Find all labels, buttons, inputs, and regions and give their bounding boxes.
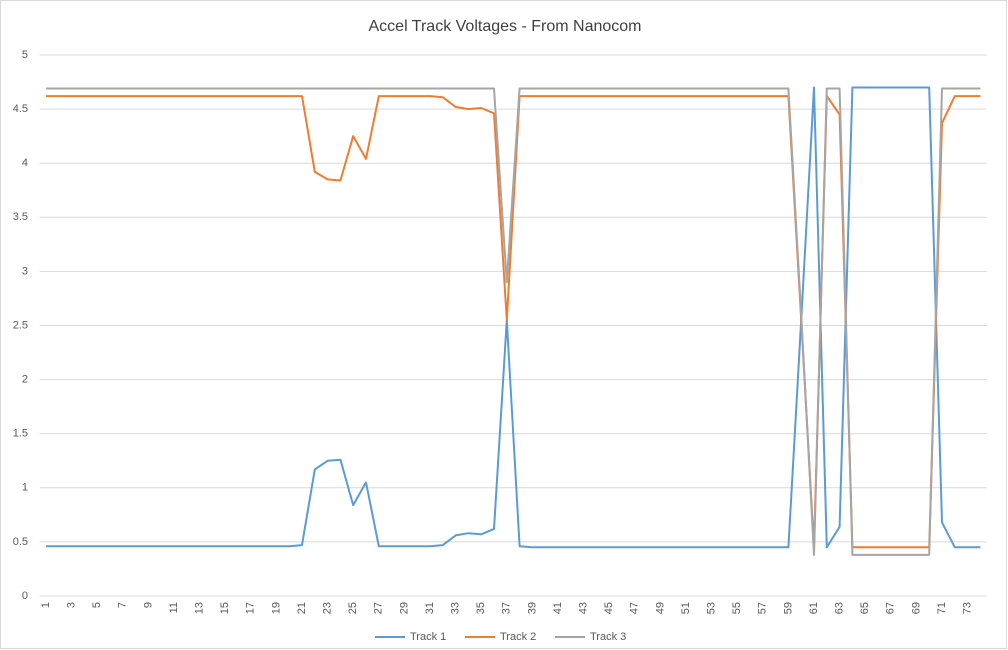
x-tick-label: 35	[475, 602, 487, 614]
y-tick-label: 0.5	[13, 536, 28, 548]
x-tick-label: 41	[552, 602, 564, 614]
x-tick-label: 29	[398, 602, 410, 614]
x-tick-label: 39	[526, 602, 538, 614]
y-tick-label: 1	[22, 482, 28, 494]
y-tick-label: 4	[22, 157, 28, 169]
y-tick-label: 4.5	[13, 103, 28, 115]
x-tick-label: 5	[91, 602, 103, 608]
x-tick-label: 21	[296, 602, 308, 614]
x-tick-label: 49	[654, 602, 666, 614]
x-tick-label: 45	[603, 602, 615, 614]
y-tick-label: 3	[22, 265, 28, 277]
x-tick-label: 53	[706, 602, 718, 614]
y-tick-label: 2	[22, 374, 28, 386]
x-tick-label: 43	[578, 602, 590, 614]
x-tick-label: 19	[270, 602, 282, 614]
x-tick-label: 51	[680, 602, 692, 614]
x-tick-label: 23	[322, 602, 334, 614]
y-tick-label: 3.5	[13, 211, 28, 223]
x-tick-label: 1	[40, 602, 52, 608]
chart-title: Accel Track Voltages - From Nanocom	[369, 18, 642, 35]
x-tick-label: 27	[373, 602, 385, 614]
x-tick-label: 47	[629, 602, 641, 614]
x-tick-label: 59	[782, 602, 794, 614]
x-tick-label: 37	[501, 602, 513, 614]
x-tick-label: 3	[66, 602, 78, 608]
x-tick-label: 71	[936, 602, 948, 614]
legend-label: Track 2	[500, 631, 536, 643]
y-tick-label: 5	[22, 49, 28, 61]
x-tick-label: 57	[757, 602, 769, 614]
x-tick-label: 25	[347, 602, 359, 614]
series-line	[46, 86, 981, 549]
x-tick-label: 61	[808, 602, 820, 614]
x-tick-label: 33	[450, 602, 462, 614]
x-tick-label: 63	[834, 602, 846, 614]
x-tick-label: 65	[859, 602, 871, 614]
x-tick-label: 73	[962, 602, 974, 614]
x-tick-label: 13	[194, 602, 206, 614]
x-tick-label: 55	[731, 602, 743, 614]
y-tick-label: 0	[22, 590, 28, 602]
x-tick-label: 9	[142, 602, 154, 608]
x-tick-label: 69	[910, 602, 922, 614]
y-tick-label: 1.5	[13, 428, 28, 440]
x-tick-label: 15	[219, 602, 231, 614]
x-tick-label: 7	[117, 602, 129, 608]
x-tick-label: 31	[424, 602, 436, 614]
legend-label: Track 3	[590, 631, 626, 643]
x-tick-label: 11	[168, 602, 180, 613]
legend-label: Track 1	[410, 631, 446, 643]
x-tick-label: 67	[885, 602, 897, 614]
y-tick-label: 2.5	[13, 319, 28, 331]
x-tick-label: 17	[245, 602, 257, 614]
series-line	[46, 87, 981, 556]
